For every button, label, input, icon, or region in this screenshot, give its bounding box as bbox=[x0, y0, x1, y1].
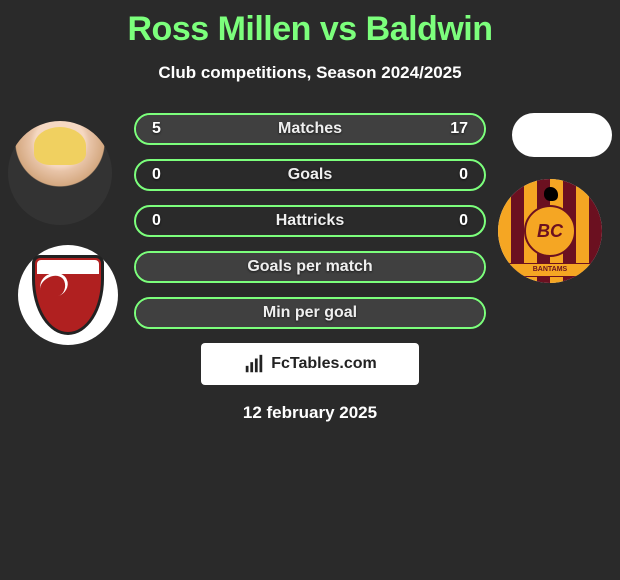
stat-value-right: 0 bbox=[459, 166, 468, 184]
stat-row: 0Goals0 bbox=[134, 159, 486, 191]
stat-label: Goals bbox=[136, 166, 484, 184]
stat-row: 5Matches17 bbox=[134, 113, 486, 145]
stat-row: Goals per match bbox=[134, 251, 486, 283]
stats-list: 5Matches170Goals00Hattricks0Goals per ma… bbox=[134, 113, 486, 329]
player-right-club-badge: BC BANTAMS bbox=[498, 179, 602, 283]
stat-label: Goals per match bbox=[136, 258, 484, 276]
stat-value-right: 0 bbox=[459, 212, 468, 230]
player-left-club-badge bbox=[18, 245, 118, 345]
comparison-date: 12 february 2025 bbox=[10, 403, 610, 423]
stat-label: Hattricks bbox=[136, 212, 484, 230]
stat-label: Matches bbox=[136, 120, 484, 138]
club-right-abbrev: BC bbox=[524, 205, 576, 257]
watermark-badge: FcTables.com bbox=[201, 343, 419, 385]
stat-row: 0Hattricks0 bbox=[134, 205, 486, 237]
subtitle: Club competitions, Season 2024/2025 bbox=[0, 63, 620, 83]
watermark-text: FcTables.com bbox=[271, 355, 377, 373]
stat-value-right: 17 bbox=[450, 120, 468, 138]
comparison-panel: BC BANTAMS 5Matches170Goals00Hattricks0G… bbox=[0, 113, 620, 423]
chart-bar-icon bbox=[243, 353, 265, 375]
player-right-avatar bbox=[512, 113, 612, 157]
player-left-avatar bbox=[8, 121, 112, 225]
stat-label: Min per goal bbox=[136, 304, 484, 322]
club-right-ribbon: BANTAMS bbox=[508, 263, 592, 277]
stat-row: Min per goal bbox=[134, 297, 486, 329]
page-title: Ross Millen vs Baldwin bbox=[0, 0, 620, 49]
